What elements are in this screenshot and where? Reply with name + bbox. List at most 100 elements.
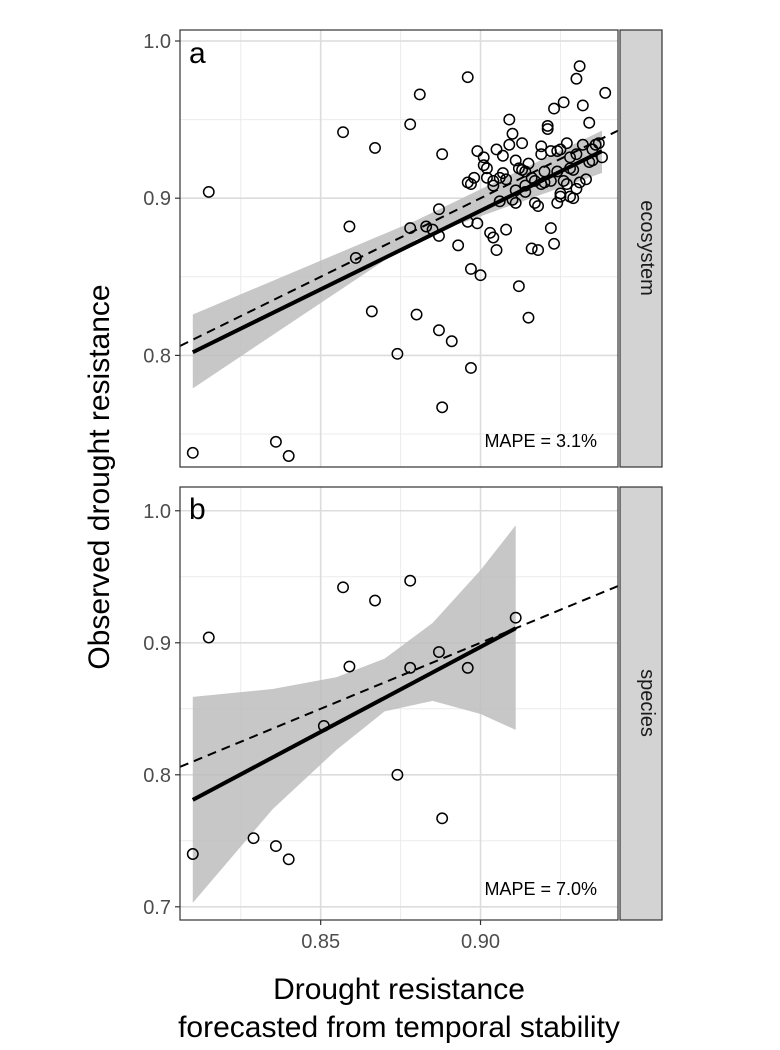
data-point <box>503 138 516 151</box>
data-point <box>496 167 509 179</box>
data-point <box>343 220 356 233</box>
panel-b-mape-annotation: MAPE = 7.0% <box>484 879 597 899</box>
data-point <box>554 143 567 156</box>
data-point <box>525 242 538 255</box>
data-point <box>480 162 493 175</box>
data-point <box>420 220 433 233</box>
data-point <box>369 141 381 154</box>
data-point <box>477 159 490 172</box>
data-point <box>557 174 570 187</box>
x-tick-label: 0.85 <box>301 931 340 953</box>
data-point <box>474 269 487 282</box>
data-point <box>592 137 605 150</box>
data-point <box>436 401 449 414</box>
data-point <box>391 768 404 781</box>
data-point <box>445 335 458 348</box>
data-point <box>365 305 378 318</box>
y-tick-label: 0.8 <box>143 765 171 787</box>
x-axis-title-line2: forecasted from temporal stability <box>178 1011 620 1044</box>
data-point <box>436 148 449 161</box>
y-tick-label: 1.0 <box>143 501 171 523</box>
data-point <box>532 200 545 213</box>
data-point <box>369 594 381 607</box>
panel-a-facet-label: ecosystem <box>636 200 658 296</box>
panel-a-mape-annotation: MAPE = 3.1% <box>484 431 597 451</box>
y-axis-title: Observed drought resistance <box>83 284 116 669</box>
panel-a-reference-line <box>180 129 618 347</box>
data-point <box>573 60 586 73</box>
data-point <box>464 178 477 191</box>
x-axis: 0.85 0.90 <box>301 920 500 953</box>
panel-b-label: b <box>189 493 206 526</box>
data-point <box>570 182 583 195</box>
data-point <box>583 116 596 129</box>
data-point <box>464 262 477 275</box>
data-point <box>576 99 589 112</box>
data-point <box>503 113 516 126</box>
y-tick-label: 0.9 <box>143 633 171 655</box>
confidence-band-area <box>192 130 603 389</box>
x-axis-title-line1: Drought resistance <box>273 973 525 1006</box>
data-point <box>544 222 557 235</box>
data-point <box>410 308 423 321</box>
data-point <box>519 165 532 178</box>
data-point <box>413 88 426 101</box>
data-point <box>436 812 449 825</box>
panel-a-y-axis: 0.8 0.9 1.0 <box>143 31 180 367</box>
data-point <box>282 450 295 462</box>
data-point <box>471 145 484 157</box>
data-point <box>554 190 567 203</box>
data-point <box>452 239 465 252</box>
data-point <box>202 631 215 644</box>
data-point <box>487 231 500 244</box>
data-point <box>532 244 545 257</box>
data-point <box>522 157 535 170</box>
data-point <box>535 140 548 153</box>
data-point <box>560 137 573 150</box>
x-tick-label: 0.90 <box>461 931 500 953</box>
y-tick-label: 0.8 <box>143 345 171 367</box>
data-point <box>528 196 541 209</box>
panel-a-confidence-band <box>192 130 603 389</box>
data-point <box>337 581 350 594</box>
data-point <box>557 96 570 109</box>
panel-a-border <box>179 29 619 468</box>
data-point <box>599 86 612 99</box>
data-point <box>496 149 509 162</box>
data-point <box>269 435 282 448</box>
one-to-one-dashed-line <box>180 585 618 768</box>
data-point <box>509 611 522 624</box>
data-point <box>404 574 417 587</box>
data-point <box>468 171 481 184</box>
regression-fit-line <box>191 149 603 355</box>
data-point <box>471 217 484 230</box>
data-point <box>509 196 522 209</box>
data-point <box>516 137 529 150</box>
data-point <box>506 127 519 140</box>
panel-b-facet-label: species <box>636 669 658 737</box>
data-point <box>541 123 554 135</box>
data-point <box>461 71 474 84</box>
data-point <box>570 72 583 85</box>
data-point <box>464 362 477 374</box>
data-point <box>337 126 350 139</box>
data-point <box>580 173 592 186</box>
panel-a-label: a <box>189 37 206 70</box>
data-point <box>480 171 493 184</box>
data-point <box>500 223 513 236</box>
data-point <box>477 151 490 164</box>
data-point <box>269 840 282 853</box>
data-point <box>509 154 522 167</box>
data-point <box>433 203 445 216</box>
regression-fit-line <box>191 626 517 802</box>
panel-b-y-axis: 0.7 0.8 0.9 1.0 <box>143 501 180 919</box>
data-point <box>548 237 561 250</box>
panel-b-fit-line <box>191 626 517 802</box>
one-to-one-dashed-line <box>180 129 618 347</box>
y-tick-label: 1.0 <box>143 31 171 53</box>
y-tick-label: 0.9 <box>143 188 171 210</box>
data-point <box>560 178 573 191</box>
panel-b-border <box>179 486 619 921</box>
data-point <box>282 853 295 866</box>
